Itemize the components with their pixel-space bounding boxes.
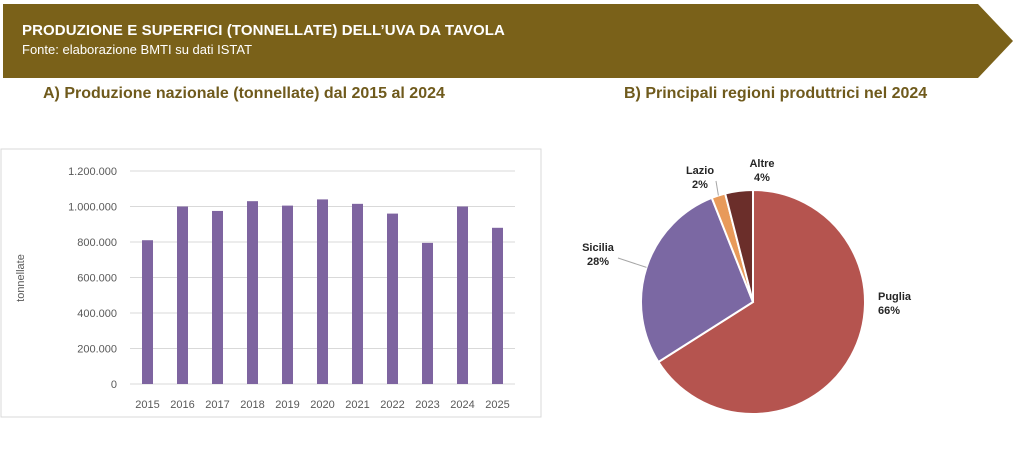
leader-line-sicilia [617,257,647,268]
bar-2019 [282,205,293,384]
pie-label-sicilia: Sicilia [582,242,615,254]
pie-slice-puglia [657,188,866,415]
x-tick-label: 2019 [275,399,299,411]
pie-value-altre: 4% [754,172,770,184]
pie-value-puglia: 66% [878,305,900,317]
y-tick-label: 400.000 [77,308,117,320]
x-tick-label: 2025 [485,399,509,411]
y-axis-label: tonnellate [15,254,27,302]
pie-label-puglia: Puglia [878,291,912,303]
x-tick-label: 2020 [310,399,334,411]
bar-2018 [247,201,258,384]
x-tick-label: 2023 [415,399,439,411]
production-bar-chart: 0 200.000 400.000 600.000 800.000 1.000.000 1.… [0,148,542,418]
pie-slice-sicilia [640,196,755,364]
y-tick-label: 0 [111,379,117,391]
pie-slice-altre [723,188,754,303]
pie-chart-title: B) Principali regioni produttrici nel 20… [624,85,928,102]
bar-2022 [387,213,398,384]
bar-2024 [457,206,468,384]
x-tick-label: 2022 [380,399,404,411]
leader-line-lazio [715,180,719,196]
pie-label-lazio: Lazio [686,165,714,177]
x-tick-label: 2015 [135,399,159,411]
y-tick-label: 600.000 [77,273,117,285]
pie-value-sicilia: 28% [587,256,609,268]
x-tick-label: 2024 [450,399,474,411]
banner-arrow-shape [3,4,1013,78]
y-tick-label: 200.000 [77,344,117,356]
bar-2020 [317,199,328,384]
x-tick-label: 2016 [170,399,194,411]
bar-2025 [492,227,503,384]
y-tick-label: 800.000 [77,237,117,249]
page-title: PRODUZIONE E SUPERFICI (TONNELLATE) DELL… [22,22,505,39]
bar-2016 [177,206,188,384]
header-banner: PRODUZIONE E SUPERFICI (TONNELLATE) DELL… [0,0,1024,80]
bar-chart-title: A) Produzione nazionale (tonnellate) dal… [43,85,445,102]
chart-frame [0,148,542,418]
bar-2017 [212,210,223,384]
bar-2015 [142,240,153,384]
pie-label-altre: Altre [749,158,774,170]
y-tick-label: 1.000.000 [68,202,117,214]
x-tick-label: 2018 [240,399,264,411]
bar-2023 [422,242,433,384]
data-source: Fonte: elaborazione BMTI su dati ISTAT [22,42,253,57]
pie-value-lazio: 2% [692,179,708,191]
x-tick-label: 2017 [205,399,229,411]
y-tick-label: 1.200.000 [68,166,117,178]
regions-pie-chart: Puglia 66% Sicilia 28% Lazio 2% Altre 4% [582,158,912,415]
bar-2021 [352,203,363,384]
x-tick-label: 2021 [345,399,369,411]
